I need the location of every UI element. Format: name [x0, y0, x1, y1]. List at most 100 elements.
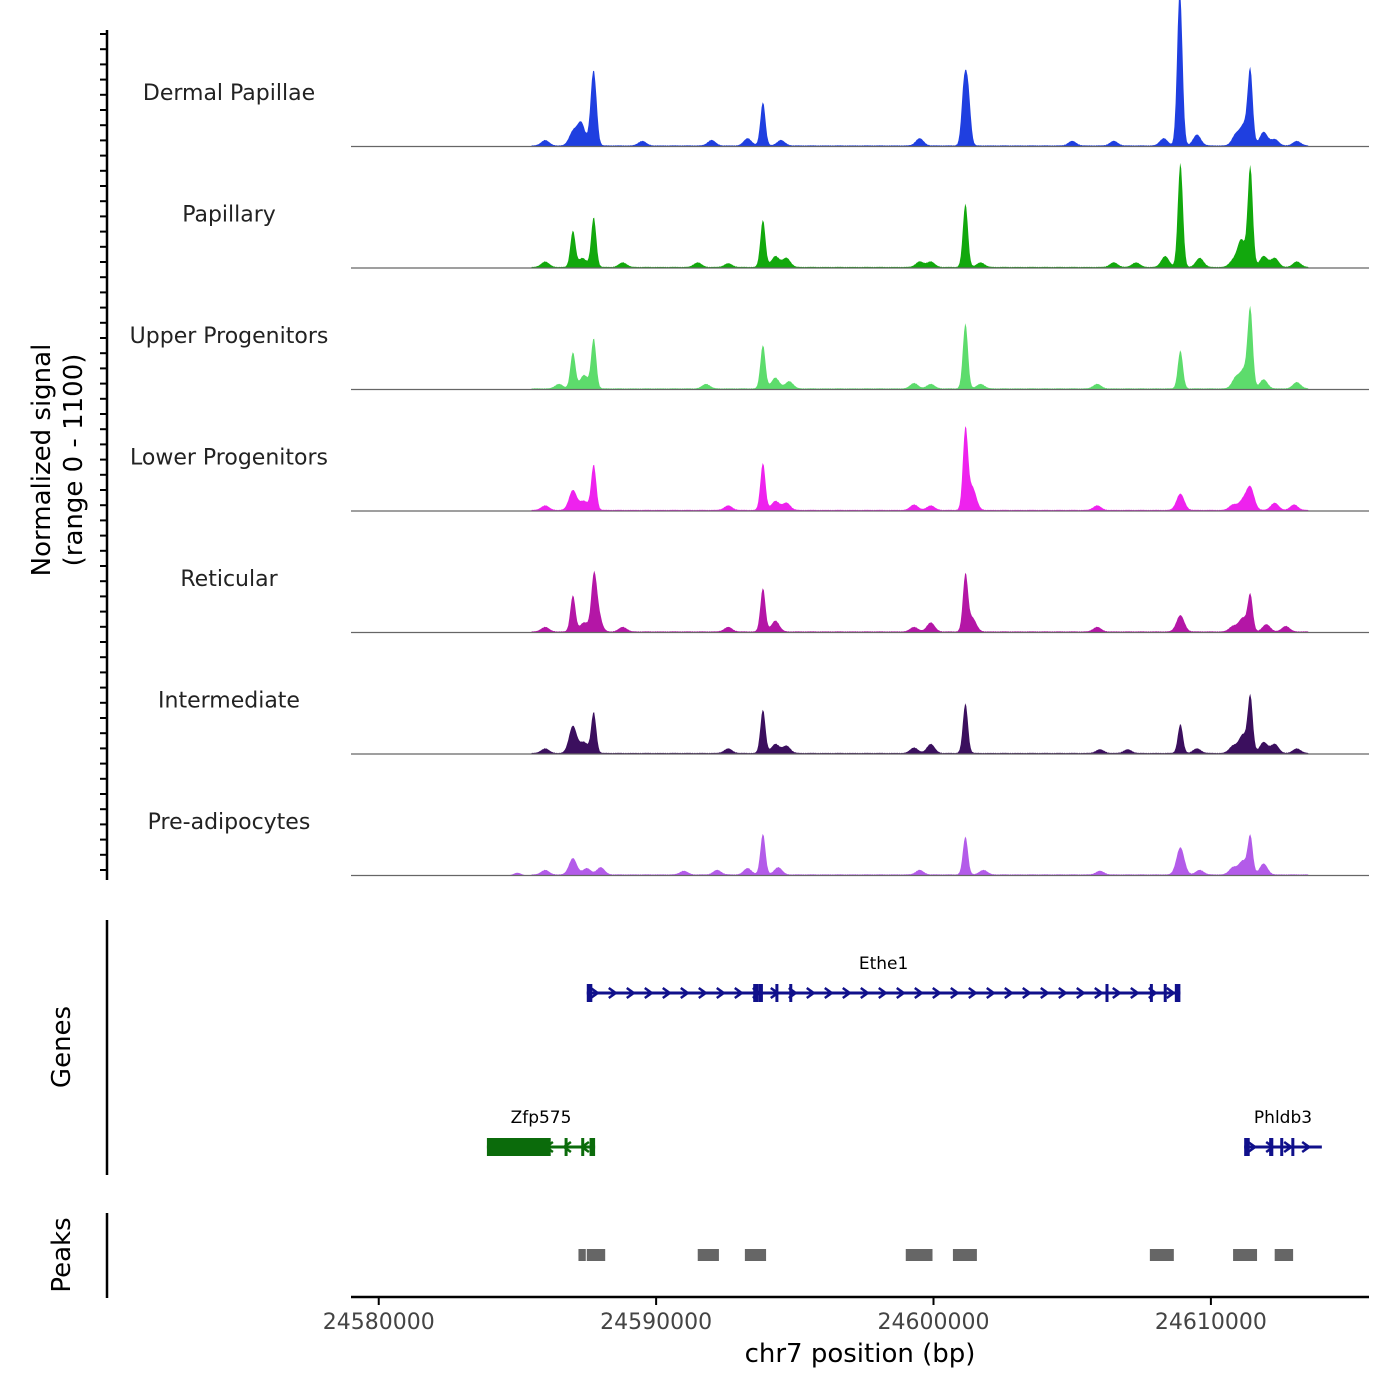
- gene-annotations: Ethe1 Zfp575 Phldb3: [486, 954, 1322, 1156]
- exon: [581, 1138, 585, 1156]
- peak-region: [952, 1249, 977, 1261]
- peak-region: [1274, 1249, 1294, 1261]
- track-label: Upper Progenitors: [130, 324, 329, 349]
- track-label: Dermal Papillae: [143, 81, 315, 106]
- track-reticular: Reticular: [180, 567, 1369, 634]
- strand-arrow: [561, 1140, 572, 1154]
- signal-area: [351, 0, 1369, 147]
- peak-region: [744, 1249, 767, 1261]
- x-tick-label: 24580000: [323, 1310, 435, 1335]
- strand-arrow: [1022, 986, 1032, 1000]
- exon: [753, 984, 759, 1002]
- peak-region: [586, 1249, 606, 1261]
- strand-arrow: [590, 986, 600, 1000]
- strand-arrow: [1094, 986, 1104, 1000]
- strand-arrow: [986, 986, 996, 1000]
- strand-arrow: [1040, 986, 1050, 1000]
- exon: [586, 984, 593, 1002]
- exon: [486, 1138, 551, 1156]
- peak-region: [697, 1249, 719, 1261]
- strand-arrow: [1283, 1140, 1294, 1154]
- signal-area: [351, 693, 1369, 754]
- x-axis-ticks: 24580000 24590000 24600000 24610000: [323, 1297, 1267, 1335]
- signal-area: [351, 426, 1369, 511]
- exon: [789, 984, 793, 1002]
- strand-arrow: [1247, 1140, 1258, 1154]
- strand-arrow: [896, 986, 906, 1000]
- track-label: Papillary: [182, 203, 276, 228]
- gene-label: Zfp575: [511, 1108, 572, 1128]
- strand-arrow: [662, 986, 672, 1000]
- gene-label: Ethe1: [859, 954, 908, 974]
- strand-arrow: [1112, 986, 1122, 1000]
- track-label: Lower Progenitors: [130, 446, 328, 471]
- exon: [1105, 984, 1109, 1002]
- y-axis-title-line2: (range 0 - 1100): [59, 354, 89, 567]
- strand-arrow: [824, 986, 834, 1000]
- strand-arrow: [698, 986, 708, 1000]
- peak-region: [578, 1249, 586, 1261]
- exon: [1244, 1138, 1250, 1156]
- track-label: Pre-adipocytes: [148, 810, 311, 835]
- track-upper-progenitors: Upper Progenitors: [130, 305, 1369, 391]
- exon: [1149, 984, 1153, 1002]
- signal-area: [351, 833, 1369, 876]
- strand-arrow: [1166, 986, 1176, 1000]
- strand-arrow: [968, 986, 978, 1000]
- gene-zfp575: Zfp575: [486, 1108, 596, 1156]
- track-label: Intermediate: [158, 689, 300, 714]
- strand-arrow: [680, 986, 690, 1000]
- x-axis-title: chr7 position (bp): [745, 1339, 976, 1369]
- gene-label: Phldb3: [1254, 1108, 1312, 1128]
- signal-area: [351, 570, 1369, 633]
- strand-arrow: [842, 986, 852, 1000]
- track-dermal-papillae: Dermal Papillae: [143, 0, 1369, 148]
- track-intermediate: Intermediate: [158, 689, 1369, 755]
- strand-arrow: [1004, 986, 1014, 1000]
- strand-arrow: [644, 986, 654, 1000]
- strand-arrow: [608, 986, 618, 1000]
- peak-region: [1149, 1249, 1174, 1261]
- peaks-axis-title: Peaks: [47, 1217, 77, 1292]
- strand-arrow: [878, 986, 888, 1000]
- exon: [1280, 1138, 1284, 1156]
- strand-arrow: [734, 986, 744, 1000]
- genes-axis-title: Genes: [47, 1006, 77, 1088]
- x-tick-label: 24590000: [600, 1310, 712, 1335]
- strand-arrow: [860, 986, 870, 1000]
- exon: [1269, 1138, 1274, 1156]
- strand-arrow: [932, 986, 942, 1000]
- strand-arrow: [1076, 986, 1086, 1000]
- peak-region: [1233, 1249, 1258, 1261]
- x-tick-label: 24600000: [878, 1310, 990, 1335]
- y-axis-title-line1: Normalized signal: [27, 344, 57, 577]
- track-pre-adipocytes: Pre-adipocytes: [148, 810, 1369, 877]
- signal-tracks: Dermal Papillae Papillary Upper Progenitor…: [130, 0, 1369, 877]
- strand-arrow: [1301, 1140, 1312, 1154]
- strand-arrow: [914, 986, 924, 1000]
- signal-y-axis: [100, 30, 109, 880]
- peak-regions: [578, 1249, 1294, 1261]
- peak-region: [905, 1249, 933, 1261]
- strand-arrow: [806, 986, 816, 1000]
- gene-ethe1: Ethe1: [586, 954, 1181, 1002]
- strand-arrow: [1130, 986, 1140, 1000]
- track-label: Reticular: [180, 567, 278, 592]
- signal-area: [351, 305, 1369, 390]
- gene-phldb3: Phldb3: [1244, 1108, 1322, 1156]
- exon: [589, 1138, 596, 1156]
- track-lower-progenitors: Lower Progenitors: [130, 426, 1369, 512]
- strand-arrow: [1058, 986, 1068, 1000]
- strand-arrow: [950, 986, 960, 1000]
- exon: [758, 984, 763, 1002]
- track-papillary: Papillary: [182, 162, 1369, 269]
- exon: [1291, 1138, 1295, 1156]
- strand-arrow: [626, 986, 636, 1000]
- x-tick-label: 24610000: [1155, 1310, 1267, 1335]
- exon: [564, 1138, 568, 1156]
- signal-area: [351, 162, 1369, 268]
- strand-arrow: [716, 986, 726, 1000]
- exon: [1174, 984, 1181, 1002]
- exon: [775, 984, 779, 1002]
